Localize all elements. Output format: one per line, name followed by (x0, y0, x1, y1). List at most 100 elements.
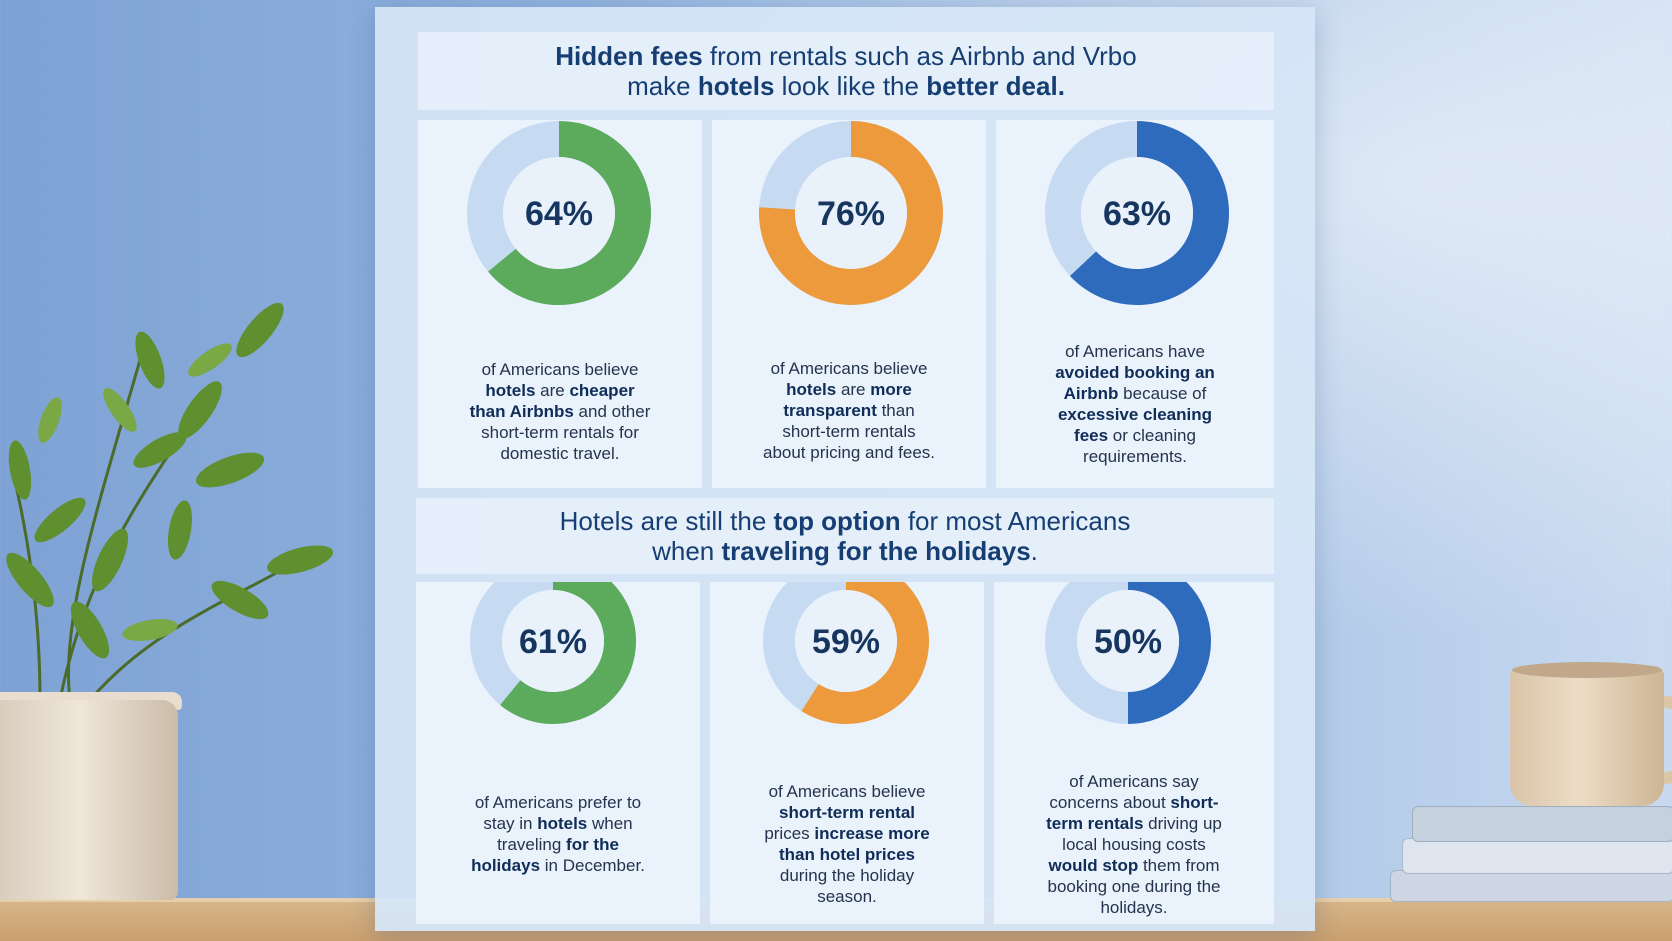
text-segment: are (535, 381, 570, 400)
text-segment: of Americans believe (481, 360, 639, 379)
bold-text-segment: holidays (471, 856, 541, 875)
donut-chart: 50% (1045, 582, 1211, 724)
text-segment: of Americans have (1065, 342, 1205, 361)
description-line: during the holiday (724, 865, 970, 886)
description-line: of Americans have (1010, 341, 1260, 362)
description-line: holidays in December. (430, 855, 686, 876)
text-segment: than (876, 401, 915, 420)
donut-chart: 64% (467, 121, 651, 305)
donut-hole (503, 157, 615, 269)
header-line-1: Hidden fees from rentals such as Airbnb … (418, 41, 1274, 71)
mug-rim (1512, 662, 1662, 678)
text-segment: season. (817, 887, 877, 906)
section-subheader: Hotels are still the top option for most… (416, 498, 1274, 574)
bold-text-segment: excessive cleaning (1057, 405, 1213, 424)
description-line: requirements. (1010, 446, 1260, 467)
description-line: term rentals driving up (1008, 813, 1260, 834)
text-segment: about pricing and fees. (762, 443, 935, 462)
infographic-header: Hidden fees from rentals such as Airbnb … (418, 32, 1274, 110)
bold-text-segment: would stop (1048, 856, 1139, 875)
percentage-label: 59% (812, 623, 880, 661)
bold-text-segment: top option (773, 506, 901, 536)
percentage-label: 63% (1103, 195, 1171, 233)
stat-description: of Americans believe hotels are more trans… (726, 358, 972, 463)
donut-chart: 59% (763, 582, 929, 724)
description-line: of Americans believe (724, 781, 970, 802)
coffee-mug (1510, 666, 1664, 806)
description-line: fees or cleaning (1010, 425, 1260, 446)
bold-text-segment: better deal. (926, 71, 1065, 101)
bold-text-segment: hotels (786, 380, 837, 399)
donut-hole (502, 590, 604, 692)
description-line: short-term rentals (726, 421, 972, 442)
donut-hole (795, 590, 897, 692)
description-line: than Airbnbs and other (432, 401, 688, 422)
stat-card-rental-prices-increase: 59% of Americans believe short-term renta… (710, 582, 984, 924)
percentage-label: 64% (525, 195, 593, 233)
donut-chart: 63% (1045, 121, 1229, 305)
description-line: about pricing and fees. (726, 442, 972, 463)
stat-description: of Americans have avoided booking an Airbn… (1010, 341, 1260, 467)
stat-description: of Americans say concerns about short-ter… (1008, 771, 1260, 918)
donut-chart: 61% (470, 582, 636, 724)
text-segment: of Americans believe (770, 359, 928, 378)
bold-text-segment: Hidden fees (555, 41, 703, 71)
bold-text-segment: term rentals (1046, 814, 1144, 833)
description-line: of Americans believe (432, 359, 688, 380)
text-segment: requirements. (1083, 447, 1187, 466)
donut-hole (1077, 590, 1179, 692)
text-segment: domestic travel. (500, 444, 620, 463)
donut-value-arc (759, 121, 943, 305)
text-segment: of Americans say (1069, 772, 1199, 791)
text-segment: when (652, 536, 722, 566)
text-segment: from rentals such as Airbnb and Vrbo (702, 41, 1137, 71)
plant-illustration (6, 302, 333, 701)
percentage-label: 50% (1094, 623, 1162, 661)
donut-hole (1081, 157, 1193, 269)
description-line: concerns about short- (1008, 792, 1260, 813)
donut-value-arc (801, 582, 929, 724)
description-line: traveling for the (430, 834, 686, 855)
text-segment: them from (1138, 856, 1220, 875)
bold-text-segment: short- (1170, 793, 1219, 812)
description-line: hotels are more (726, 379, 972, 400)
bold-text-segment: hotels (485, 381, 536, 400)
text-segment: or cleaning (1108, 426, 1196, 445)
bold-text-segment: fees (1074, 426, 1109, 445)
text-segment: local housing costs (1062, 835, 1206, 854)
bold-text-segment: Airbnb (1063, 384, 1119, 403)
stat-card-housing-concerns: 50% of Americans say concerns about short… (994, 582, 1274, 924)
bold-text-segment: avoided booking an (1055, 363, 1215, 382)
description-line: booking one during the (1008, 876, 1260, 897)
stat-description: of Americans prefer to stay in hotels whe… (430, 792, 686, 876)
text-segment: when (587, 814, 633, 833)
text-segment: driving up (1143, 814, 1222, 833)
description-line: short-term rentals for (432, 422, 688, 443)
description-line: than hotel prices (724, 844, 970, 865)
description-line: avoided booking an (1010, 362, 1260, 383)
text-segment: for most Americans (900, 506, 1131, 536)
stat-card-hotels-cheaper: 64% of Americans believe hotels are cheap… (418, 120, 702, 488)
text-segment: during the holiday (779, 866, 915, 885)
bold-text-segment: short-term rental (778, 803, 916, 822)
stat-card-hotels-transparent: 76% of Americans believe hotels are more t… (712, 120, 986, 488)
description-line: short-term rental (724, 802, 970, 823)
text-segment: holidays. (1100, 898, 1168, 917)
percentage-label: 61% (519, 623, 587, 661)
percentage-label: 76% (817, 195, 885, 233)
bold-text-segment: increase more (814, 824, 930, 843)
donut-value-arc (1069, 121, 1229, 305)
bold-text-segment: transparent (783, 401, 877, 420)
bold-text-segment: than Airbnbs (469, 402, 574, 421)
text-segment: are (836, 380, 871, 399)
text-segment: prices (764, 824, 815, 843)
description-line: would stop them from (1008, 855, 1260, 876)
book (1402, 838, 1672, 874)
subheader-line-2: when traveling for the holidays. (416, 536, 1274, 566)
stat-card-avoided-airbnb: 63% of Americans have avoided booking an A… (996, 120, 1274, 488)
text-segment: look like the (774, 71, 927, 101)
bold-text-segment: than hotel prices (778, 845, 916, 864)
book (1390, 870, 1672, 902)
text-segment: short-term rentals (782, 422, 916, 441)
description-line: domestic travel. (432, 443, 688, 464)
